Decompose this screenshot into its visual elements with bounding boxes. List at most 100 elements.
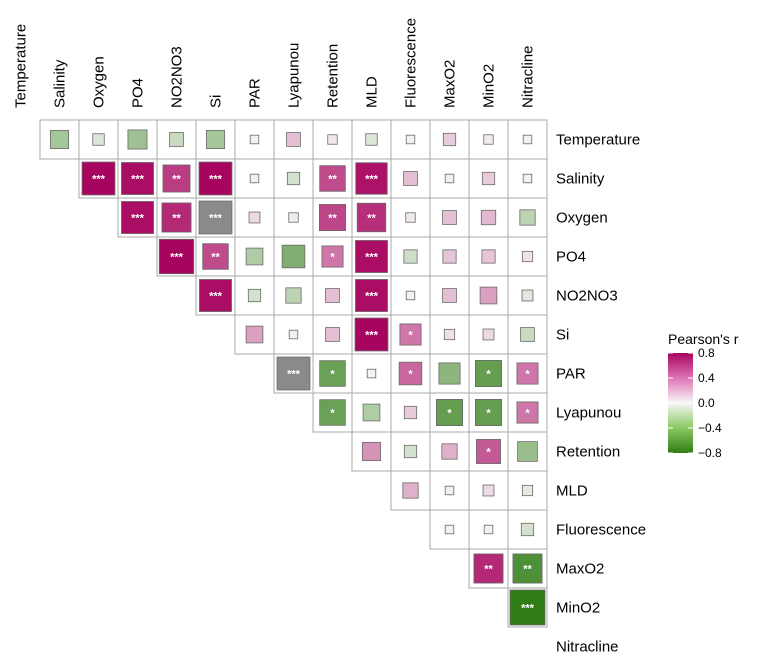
correlation-square bbox=[245, 247, 264, 266]
correlation-square bbox=[522, 173, 533, 184]
correlation-cell bbox=[247, 288, 262, 303]
correlation-square bbox=[475, 360, 502, 387]
correlation-cell bbox=[442, 132, 457, 147]
legend-ticks: 0.8 0.4 0.0 −0.4 −0.8 bbox=[668, 346, 722, 460]
correlation-cell bbox=[402, 482, 419, 499]
column-label: MaxO2 bbox=[442, 60, 459, 108]
correlation-square bbox=[248, 211, 261, 224]
correlation-square bbox=[398, 361, 423, 386]
correlation-square bbox=[475, 399, 502, 426]
row-label: Fluorescence bbox=[556, 522, 646, 539]
correlation-square bbox=[405, 212, 416, 223]
correlation-cell bbox=[361, 441, 382, 462]
correlation-square bbox=[520, 522, 535, 537]
correlation-cell: ** bbox=[512, 553, 543, 584]
row-label: MaxO2 bbox=[556, 561, 604, 578]
correlation-square bbox=[403, 405, 418, 420]
correlation-square bbox=[158, 238, 195, 275]
correlation-square bbox=[516, 362, 539, 385]
column-label: MLD bbox=[364, 76, 381, 108]
row-label: Salinity bbox=[556, 171, 605, 188]
significance-stars: * bbox=[486, 408, 491, 420]
significance-stars: * bbox=[408, 330, 413, 342]
correlation-cell bbox=[482, 484, 495, 497]
correlation-square bbox=[355, 279, 388, 312]
correlation-square bbox=[479, 286, 498, 305]
correlation-cell: *** bbox=[198, 200, 233, 235]
correlation-cell bbox=[444, 485, 455, 496]
correlation-cell bbox=[286, 132, 301, 147]
correlation-cell bbox=[403, 171, 418, 186]
correlation-square bbox=[286, 132, 301, 147]
correlation-cell bbox=[288, 212, 299, 223]
correlation-square bbox=[325, 288, 340, 303]
column-label: Fluorescence bbox=[403, 18, 420, 108]
correlation-square bbox=[519, 209, 536, 226]
legend-tick-label: 0.0 bbox=[698, 396, 715, 410]
row-label: MinO2 bbox=[556, 600, 600, 617]
significance-stars: *** bbox=[92, 174, 106, 186]
correlation-square bbox=[473, 553, 504, 584]
correlation-cell bbox=[482, 328, 495, 341]
correlation-square bbox=[521, 484, 534, 497]
significance-stars: * bbox=[525, 369, 530, 381]
correlation-cell bbox=[366, 368, 377, 379]
correlation-cell: ** bbox=[202, 243, 229, 270]
correlation-cell bbox=[481, 249, 496, 264]
correlation-square bbox=[442, 249, 457, 264]
significance-stars: *** bbox=[209, 291, 223, 303]
correlation-cell bbox=[327, 134, 338, 145]
correlation-cell bbox=[49, 129, 70, 150]
row-label: PO4 bbox=[556, 249, 586, 266]
correlation-cell bbox=[249, 134, 260, 145]
correlation-cell bbox=[405, 290, 416, 301]
column-label: PO4 bbox=[130, 78, 147, 108]
correlation-cell bbox=[248, 211, 261, 224]
correlation-square bbox=[483, 134, 494, 145]
correlation-cell: * bbox=[398, 361, 423, 386]
correlation-cell: *** bbox=[199, 279, 232, 312]
correlation-cell bbox=[521, 250, 534, 263]
correlation-cell bbox=[480, 209, 497, 226]
correlation-cell: * bbox=[476, 439, 501, 464]
correlation-square bbox=[49, 129, 70, 150]
correlation-square bbox=[355, 162, 388, 195]
correlation-cell bbox=[444, 524, 455, 535]
correlation-square bbox=[516, 401, 539, 424]
correlation-cell: ** bbox=[161, 202, 192, 233]
correlation-square bbox=[442, 210, 457, 225]
correlation-square bbox=[249, 134, 260, 145]
correlation-cell bbox=[403, 405, 418, 420]
correlation-cell: *** bbox=[355, 162, 388, 195]
correlation-square bbox=[245, 325, 264, 344]
correlation-square bbox=[319, 360, 346, 387]
correlation-square bbox=[482, 484, 495, 497]
significance-stars: *** bbox=[131, 174, 145, 186]
correlation-cell bbox=[405, 134, 416, 145]
correlation-square bbox=[281, 244, 306, 269]
legend-tick-label: 0.8 bbox=[698, 346, 715, 360]
correlation-square bbox=[354, 317, 389, 352]
correlation-square bbox=[247, 288, 262, 303]
legend: Pearson's r 0.8 0.4 0.0 −0.4 −0.8 bbox=[668, 331, 739, 460]
correlation-square bbox=[127, 129, 148, 150]
significance-stars: ** bbox=[367, 213, 376, 225]
significance-stars: ** bbox=[523, 564, 532, 576]
correlation-cell: * bbox=[319, 360, 346, 387]
correlation-square bbox=[444, 524, 455, 535]
correlation-square bbox=[205, 129, 226, 150]
correlation-square bbox=[441, 443, 458, 460]
correlation-cell: *** bbox=[158, 238, 195, 275]
correlation-cell bbox=[249, 173, 260, 184]
column-label: Temperature bbox=[13, 24, 30, 108]
correlation-square bbox=[521, 250, 534, 263]
correlation-cell: *** bbox=[355, 279, 388, 312]
column-label: PAR bbox=[247, 78, 264, 108]
significance-stars: ** bbox=[484, 564, 493, 576]
correlation-cell bbox=[365, 133, 378, 146]
significance-stars: * bbox=[486, 447, 491, 459]
column-label: Oxygen bbox=[91, 56, 108, 108]
correlation-cell bbox=[403, 249, 418, 264]
correlation-square bbox=[169, 132, 184, 147]
